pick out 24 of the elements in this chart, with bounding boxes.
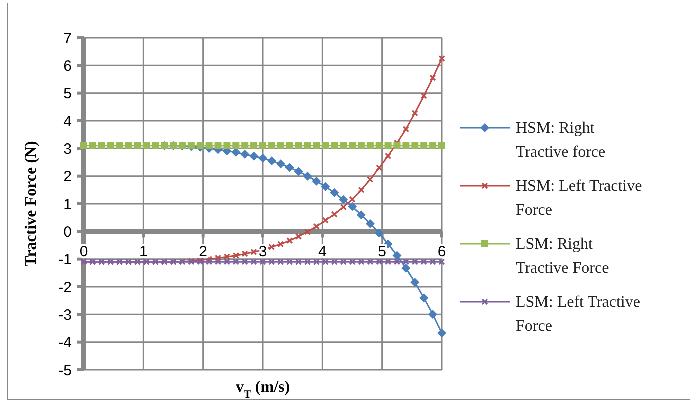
x-tick-label: 4: [318, 244, 327, 261]
y-tick-label: -3: [58, 306, 72, 324]
x-axis-title: v$_{T}$ (m/s): [236, 379, 290, 401]
y-tick-label: 0: [64, 224, 72, 241]
y-tick-label: 4: [64, 113, 72, 130]
y-tick-label: -1: [58, 252, 72, 269]
y-tick-label: -4: [58, 334, 72, 352]
legend-label: HSM: Right Tractive force: [516, 120, 606, 161]
legend-label: LSM: Right Tractive Force: [516, 236, 610, 277]
y-tick-label: -5: [58, 362, 72, 380]
y-tick-label: 7: [64, 30, 72, 48]
y-tick-label: 5: [64, 86, 72, 103]
y-tick-label: -2: [58, 279, 72, 296]
x-tick-label: 2: [199, 244, 208, 261]
y-tick-label: 1: [64, 196, 72, 214]
y-tick-label: 6: [64, 58, 72, 75]
y-axis-title: Tractive Force (N): [23, 141, 40, 267]
x-tick-label: 5: [378, 244, 387, 261]
x-tick-label: 6: [438, 244, 446, 261]
y-tick-label: 3: [64, 140, 72, 158]
legend-label: LSM: Left Tractive Force: [516, 294, 640, 335]
y-tick-label: 2: [64, 168, 72, 186]
legend-label: HSM: Left Tractive Force: [516, 178, 642, 219]
x-tick-label: 1: [139, 244, 148, 261]
